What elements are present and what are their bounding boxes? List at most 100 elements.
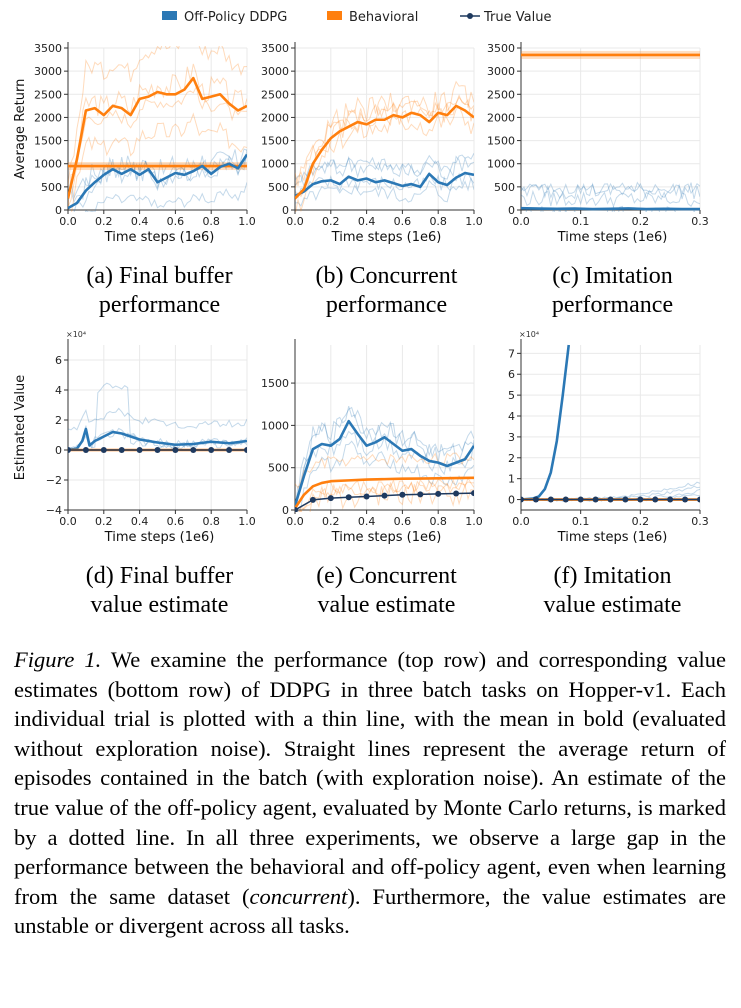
x-tick-label: 1.0	[465, 215, 483, 228]
true-value-marker	[309, 496, 316, 503]
y-exponent-label: ×10⁴	[519, 330, 539, 339]
x-tick-label: 0.0	[286, 215, 304, 228]
x-tick-label: 0.0	[286, 515, 304, 528]
y-tick-label: 1000	[487, 158, 515, 171]
y-tick-label: −4	[46, 504, 62, 517]
trial-line	[68, 63, 247, 208]
legend-swatch	[327, 11, 342, 20]
y-tick-label: 6	[508, 368, 515, 381]
trial-line	[295, 94, 474, 201]
y-tick-label: 2	[508, 452, 515, 465]
panel-subtitle: performance	[552, 292, 673, 318]
trial-line	[71, 112, 247, 212]
true-value-marker	[399, 491, 406, 498]
y-tick-label: 6	[55, 354, 62, 367]
y-tick-label: 500	[41, 181, 62, 194]
true-value-marker	[682, 496, 689, 503]
y-tick-label: 0	[55, 444, 62, 457]
trial-line	[521, 189, 700, 208]
trial-line	[521, 182, 700, 195]
x-tick-label: 0.3	[691, 215, 709, 228]
trial-line	[68, 149, 247, 204]
caption-tail: ). Furthermore, the value estimates are …	[14, 883, 726, 939]
trial-line	[295, 96, 474, 190]
y-axis-label: Average Return	[13, 79, 28, 180]
true-value-marker	[68, 447, 71, 453]
legend-label: Behavioral	[349, 10, 418, 25]
ddpg-mean-line	[68, 427, 247, 452]
caption-text: We examine the performance (top row) and…	[14, 647, 727, 909]
y-tick-label: 7	[508, 347, 515, 360]
trial-line	[73, 148, 247, 212]
true-value-marker	[345, 494, 352, 501]
true-value-marker	[172, 447, 179, 453]
caption-label: Figure 1.	[14, 647, 102, 672]
panel-subtitle: value estimate	[544, 592, 682, 618]
trial-line	[295, 80, 474, 187]
behavioral-mean-line	[68, 76, 247, 199]
y-tick-label: 1500	[487, 135, 515, 148]
true-value-marker	[327, 495, 334, 502]
panel-subtitle: (e) Concurrent	[316, 563, 457, 589]
trial-line	[295, 405, 474, 512]
trial-line	[84, 182, 247, 212]
true-value-marker	[154, 447, 161, 453]
x-tick-label: 1.0	[238, 215, 256, 228]
x-tick-label: 0.6	[394, 515, 412, 528]
x-tick-label: 0.8	[202, 215, 220, 228]
plot-area	[521, 50, 700, 212]
y-tick-label: 500	[268, 462, 289, 475]
panel-subtitle: (c) Imitation	[552, 263, 673, 289]
plot-area	[521, 344, 700, 503]
x-tick-label: 0.4	[358, 215, 376, 228]
x-tick-label: 0.0	[59, 515, 77, 528]
behavioral-mean-line	[295, 476, 474, 510]
x-tick-label: 0.8	[202, 515, 220, 528]
true-value-marker	[607, 496, 614, 503]
ddpg-mean-line	[521, 344, 571, 501]
x-tick-label: 0.6	[394, 215, 412, 228]
true-value-marker	[562, 496, 569, 503]
panel-subtitle: (b) Concurrent	[316, 263, 458, 289]
x-tick-label: 0.2	[322, 515, 340, 528]
trial-line	[68, 46, 247, 185]
x-axis-label: Time steps (1e6)	[104, 530, 215, 545]
panel-subtitle: performance	[326, 292, 447, 318]
legend-label: True Value	[483, 10, 551, 25]
chart-panel-a: 0 500 1000 1500 2000 2500 3000 3500 0.0 0.2 0.4 0.6…	[13, 42, 256, 318]
y-tick-label: 3000	[34, 65, 62, 78]
ddpg-mean-line	[521, 206, 700, 211]
x-tick-label: 1.0	[238, 515, 256, 528]
x-tick-label: 0.1	[572, 515, 590, 528]
true-value-marker	[381, 492, 388, 499]
caption-italic: concurrent	[249, 883, 348, 909]
y-tick-label: 2000	[34, 111, 62, 124]
chart-panel-b: 0 500 1000 1500 2000 2500 3000 3500 0.0 0.2 0.4 0.6…	[261, 42, 483, 318]
legend-swatch	[162, 11, 177, 20]
x-axis-label: Time steps (1e6)	[557, 230, 668, 245]
x-tick-label: 0.3	[691, 515, 709, 528]
y-tick-label: 2000	[261, 111, 289, 124]
true-value-marker	[667, 496, 674, 503]
true-value-marker	[697, 496, 700, 503]
panel-subtitle: (f) Imitation	[554, 563, 672, 589]
true-value-marker	[532, 496, 539, 503]
true-value-marker	[453, 490, 460, 497]
ddpg-mean-line	[295, 171, 474, 198]
true-value-marker	[622, 496, 629, 503]
y-tick-label: 0	[508, 494, 515, 507]
true-value-marker	[244, 447, 247, 453]
true-value-marker	[577, 496, 584, 503]
true-value-marker	[417, 491, 424, 498]
x-tick-label: 0.0	[512, 515, 530, 528]
y-tick-label: 1000	[34, 158, 62, 171]
true-value-marker	[82, 447, 89, 453]
trial-line	[295, 177, 474, 207]
x-tick-label: 1.0	[465, 515, 483, 528]
true-value-marker	[190, 447, 197, 453]
y-tick-label: 3000	[261, 65, 289, 78]
y-axis-label: Estimated Value	[13, 375, 28, 481]
x-tick-label: 0.2	[632, 215, 650, 228]
y-tick-label: 2500	[261, 88, 289, 101]
plot-area	[68, 382, 247, 454]
